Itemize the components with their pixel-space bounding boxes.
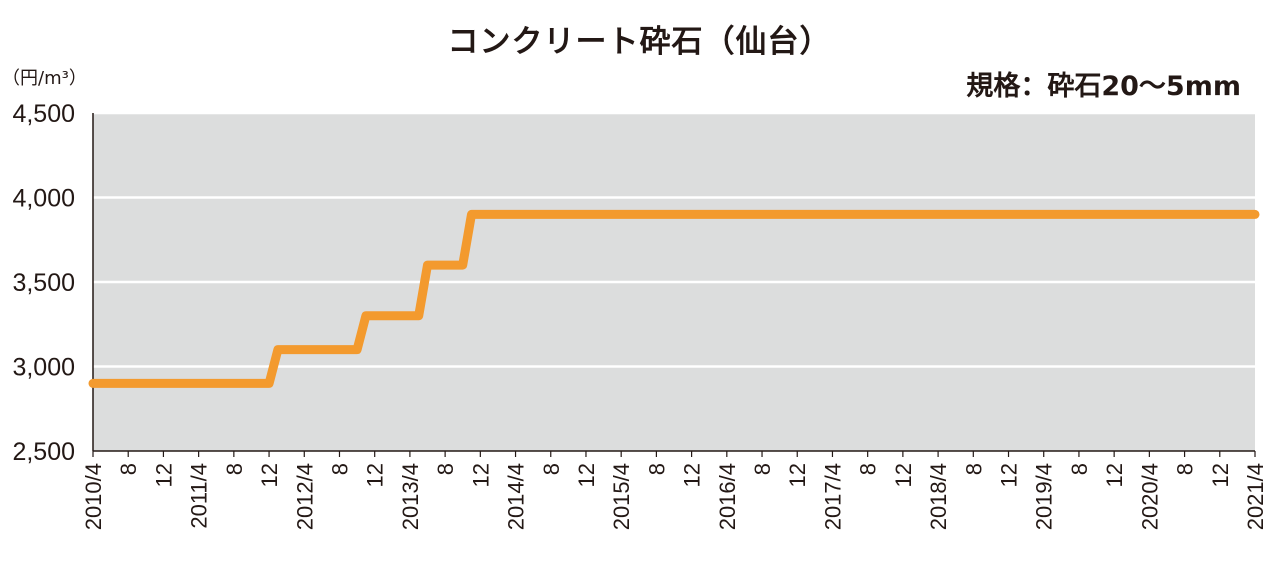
x-tick-label: 12: [680, 463, 705, 487]
x-tick-label: 2019/4: [1032, 463, 1057, 530]
x-tick-label: 12: [1208, 463, 1233, 487]
x-tick-label: 8: [750, 463, 775, 475]
x-tick-label: 8: [644, 463, 669, 475]
y-tick-label: 4,500: [12, 100, 75, 128]
x-tick-label: 12: [785, 463, 810, 487]
y-tick-label: 3,500: [12, 269, 75, 297]
x-tick-label: 2013/4: [398, 463, 423, 530]
y-axis-unit-label: （円/m³）: [2, 68, 87, 89]
x-tick-label: 2021/4: [1243, 463, 1268, 530]
x-tick-label: 2014/4: [504, 463, 529, 530]
x-tick-label: 8: [856, 463, 881, 475]
x-tick-label: 8: [1173, 463, 1198, 475]
y-tick-label: 2,500: [12, 438, 75, 466]
chart-title: コンクリート砕石（仙台）: [447, 24, 832, 60]
x-tick-label: 2020/4: [1137, 463, 1162, 530]
x-tick-label: 2012/4: [292, 463, 317, 530]
x-tick-label: 8: [222, 463, 247, 475]
x-tick-label: 12: [891, 463, 916, 487]
x-tick-label: 12: [574, 463, 599, 487]
x-tick-label: 8: [433, 463, 458, 475]
y-tick-label: 4,000: [12, 185, 75, 213]
x-tick-label: 12: [151, 463, 176, 487]
x-tick-label: 8: [116, 463, 141, 475]
x-tick-label: 8: [327, 463, 352, 475]
x-tick-label: 8: [961, 463, 986, 475]
x-tick-label: 12: [363, 463, 388, 487]
x-tick-label: 12: [257, 463, 282, 487]
x-tick-label: 2015/4: [609, 463, 634, 530]
series-line: [88, 209, 1260, 388]
x-tick-label: 2010/4: [81, 463, 106, 530]
x-tick-label: 8: [1067, 463, 1092, 475]
x-tick-label: 2017/4: [820, 463, 845, 530]
x-tick-label: 8: [539, 463, 564, 475]
y-tick-label: 3,000: [12, 354, 75, 382]
x-tick-label: 12: [997, 463, 1022, 487]
x-tick-label: 2018/4: [926, 463, 951, 530]
x-tick-label: 12: [1102, 463, 1127, 487]
x-tick-label: 12: [468, 463, 493, 487]
x-tick-label: 2011/4: [187, 463, 212, 529]
x-tick-label: 2016/4: [715, 463, 740, 530]
chart-subtitle: 規格：砕石20〜5mm: [966, 71, 1241, 102]
